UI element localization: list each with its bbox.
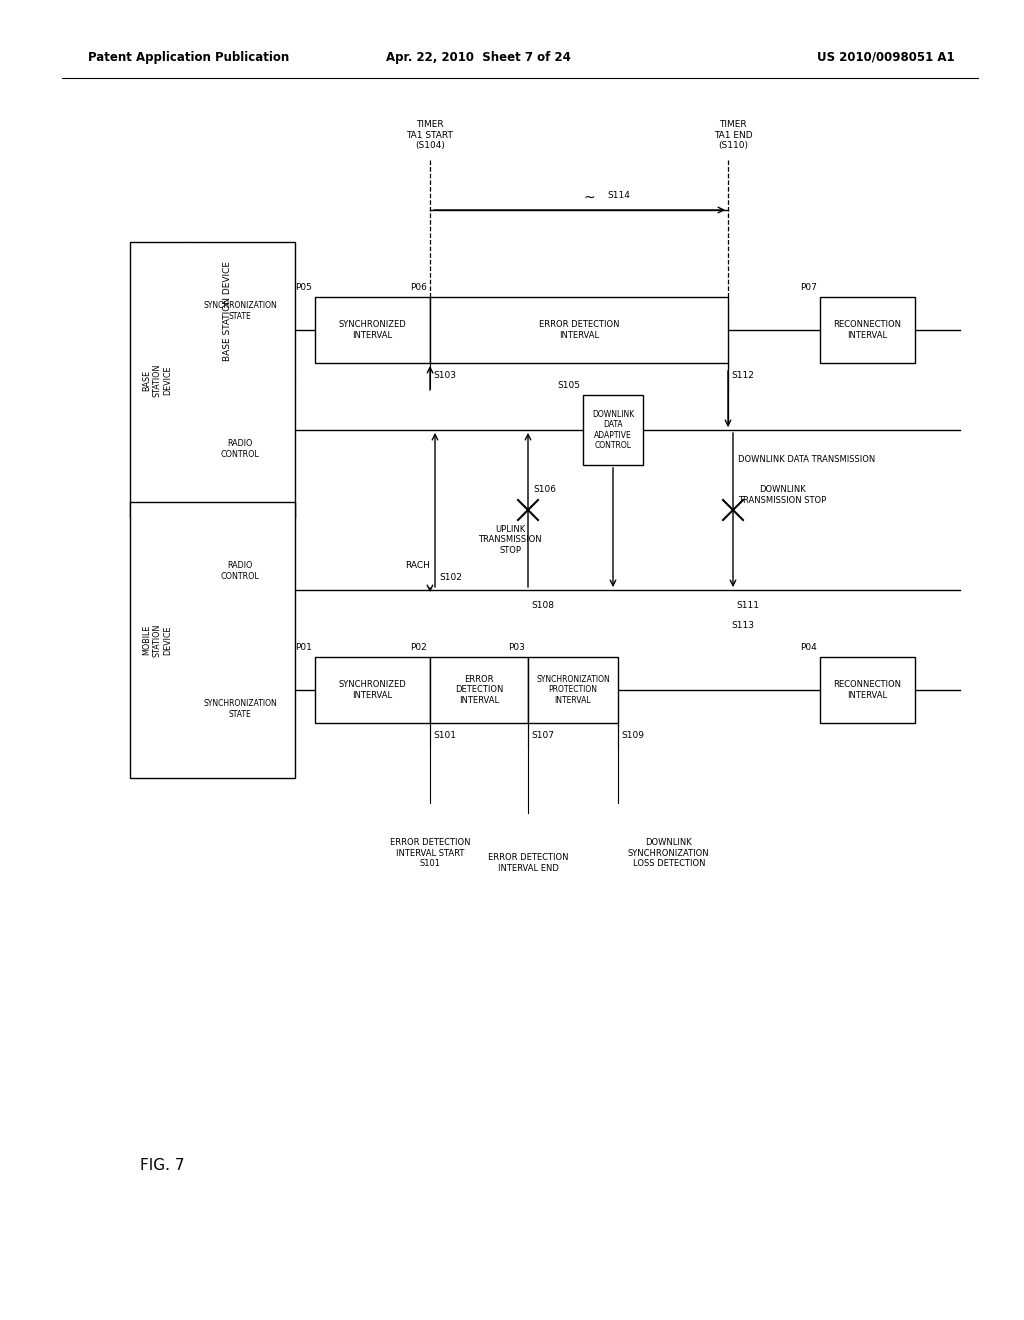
Text: ERROR DETECTION
INTERVAL START
S101: ERROR DETECTION INTERVAL START S101 [390,838,470,869]
Text: S108: S108 [531,601,554,610]
Text: FIG. 7: FIG. 7 [140,1158,184,1172]
Text: S102: S102 [439,573,462,582]
Text: SYNCHRONIZED
INTERVAL: SYNCHRONIZED INTERVAL [339,321,407,339]
Text: S112: S112 [731,371,754,380]
Text: P01: P01 [295,643,312,652]
Text: ERROR
DETECTION
INTERVAL: ERROR DETECTION INTERVAL [455,675,503,705]
Text: Patent Application Publication: Patent Application Publication [88,50,289,63]
Text: RECONNECTION
INTERVAL: RECONNECTION INTERVAL [833,321,901,339]
Text: SYNCHRONIZED
INTERVAL: SYNCHRONIZED INTERVAL [339,680,407,700]
Text: BASE
STATION
DEVICE: BASE STATION DEVICE [142,363,172,397]
Text: TIMER
TA1 END
(S110): TIMER TA1 END (S110) [714,120,753,150]
Text: S101: S101 [433,730,456,739]
Text: UPLINK
TRANSMISSION
STOP: UPLINK TRANSMISSION STOP [478,525,542,554]
Text: S107: S107 [531,730,554,739]
Text: DOWNLINK
TRANSMISSION STOP: DOWNLINK TRANSMISSION STOP [738,486,826,504]
Text: DOWNLINK
SYNCHRONIZATION
LOSS DETECTION: DOWNLINK SYNCHRONIZATION LOSS DETECTION [628,838,710,869]
Text: SYNCHRONIZATION
STATE: SYNCHRONIZATION STATE [203,700,276,718]
Text: P07: P07 [800,282,817,292]
Text: BASE STATION DEVICE: BASE STATION DEVICE [223,261,232,360]
Text: SYNCHRONIZATION
STATE: SYNCHRONIZATION STATE [203,301,276,321]
Text: P02: P02 [411,643,427,652]
Text: Apr. 22, 2010  Sheet 7 of 24: Apr. 22, 2010 Sheet 7 of 24 [386,50,570,63]
Text: ERROR DETECTION
INTERVAL: ERROR DETECTION INTERVAL [539,321,620,339]
Text: DOWNLINK DATA TRANSMISSION: DOWNLINK DATA TRANSMISSION [738,455,876,465]
Text: RADIO
CONTROL: RADIO CONTROL [220,561,259,581]
Text: RECONNECTION
INTERVAL: RECONNECTION INTERVAL [833,680,901,700]
Bar [130,242,295,517]
Text: S109: S109 [621,730,644,739]
Bar [820,297,915,363]
Bar [583,395,643,465]
Text: P06: P06 [411,282,427,292]
Text: MOBILE
STATION
DEVICE: MOBILE STATION DEVICE [142,623,172,656]
Text: P03: P03 [508,643,525,652]
Text: ~: ~ [584,191,595,205]
Text: S111: S111 [736,601,759,610]
Text: US 2010/0098051 A1: US 2010/0098051 A1 [817,50,955,63]
Text: S105: S105 [557,380,580,389]
Text: S106: S106 [534,486,556,495]
Bar [820,657,915,723]
Text: P04: P04 [800,643,817,652]
Text: P05: P05 [295,282,312,292]
Bar [430,657,528,723]
Text: S103: S103 [433,371,456,380]
Bar [315,657,430,723]
Bar [430,297,728,363]
Text: RACH: RACH [406,561,430,569]
Text: TIMER
TA1 START
(S104): TIMER TA1 START (S104) [407,120,454,150]
Text: S114: S114 [607,190,631,199]
Bar [130,502,295,777]
Text: DOWNLINK
DATA
ADAPTIVE
CONTROL: DOWNLINK DATA ADAPTIVE CONTROL [592,411,634,450]
Text: S113: S113 [731,620,754,630]
Text: RADIO
CONTROL: RADIO CONTROL [220,440,259,459]
Text: ERROR DETECTION
INTERVAL END: ERROR DETECTION INTERVAL END [487,853,568,873]
Bar [315,297,430,363]
Bar [528,657,618,723]
Text: SYNCHRONIZATION
PROTECTION
INTERVAL: SYNCHRONIZATION PROTECTION INTERVAL [537,675,610,705]
